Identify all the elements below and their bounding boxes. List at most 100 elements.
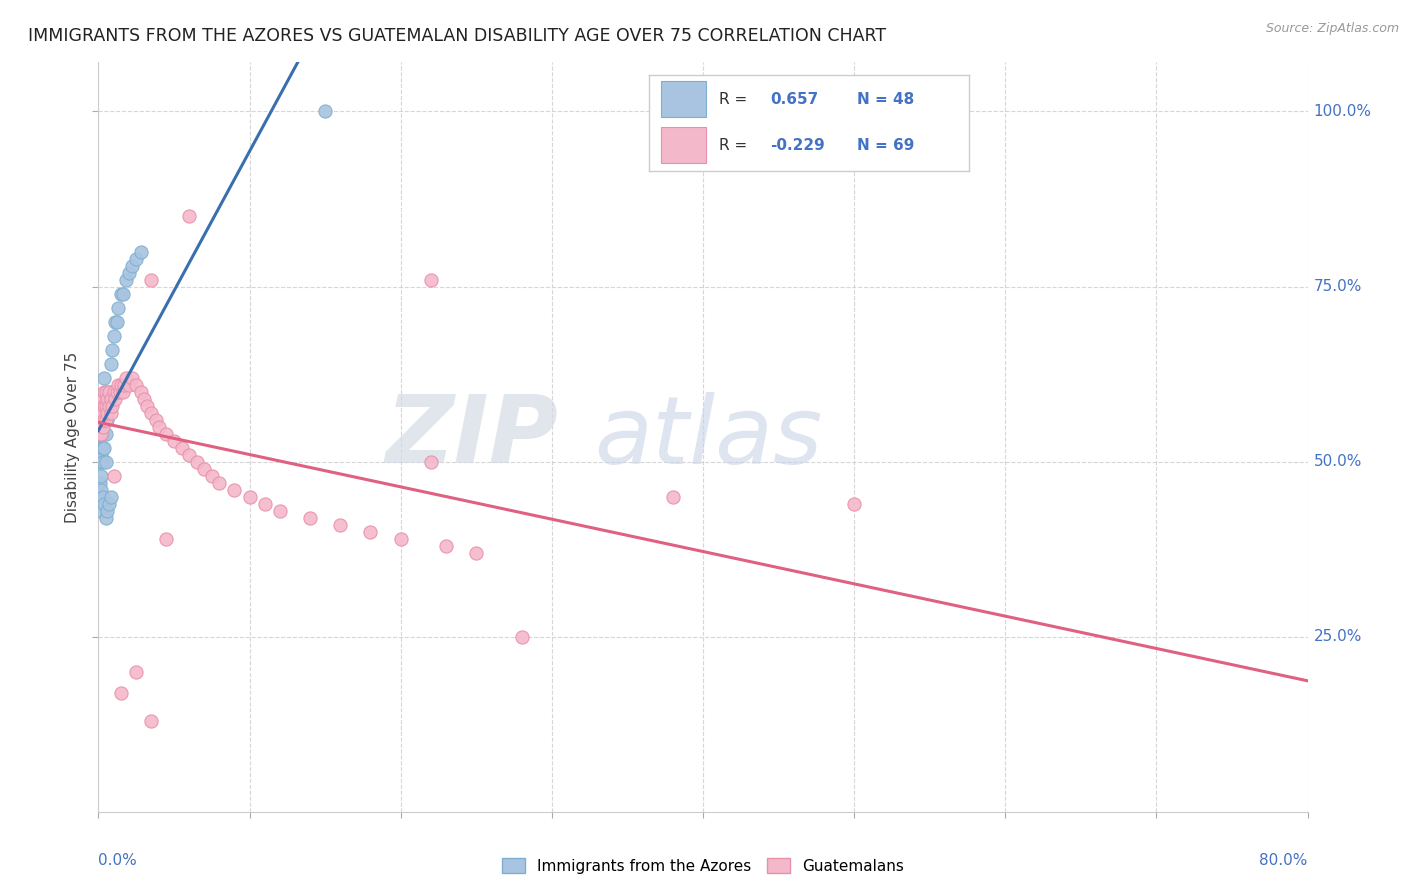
- Point: [129, 244, 152, 259]
- Point: [89, 426, 111, 441]
- Point: [661, 490, 683, 504]
- Point: [121, 370, 143, 384]
- Point: [193, 461, 215, 475]
- Point: [94, 454, 117, 468]
- Point: [89, 454, 111, 468]
- Point: [420, 454, 443, 468]
- Point: [510, 630, 533, 644]
- Point: [201, 468, 224, 483]
- Legend: Immigrants from the Azores, Guatemalans: Immigrants from the Azores, Guatemalans: [496, 852, 910, 880]
- Point: [90, 483, 112, 497]
- Point: [89, 412, 111, 426]
- Point: [96, 399, 118, 413]
- Point: [90, 412, 112, 426]
- Point: [100, 357, 122, 371]
- Point: [93, 384, 115, 399]
- Point: [118, 266, 141, 280]
- Point: [121, 259, 143, 273]
- Point: [125, 377, 148, 392]
- Point: [104, 314, 127, 328]
- Point: [91, 490, 114, 504]
- Point: [90, 399, 112, 413]
- Point: [114, 370, 136, 384]
- Point: [100, 406, 122, 420]
- Point: [125, 252, 148, 266]
- Point: [132, 392, 155, 406]
- Point: [90, 441, 112, 455]
- Point: [111, 384, 134, 399]
- Point: [93, 399, 115, 413]
- Point: [104, 392, 127, 406]
- Point: [155, 426, 177, 441]
- Point: [114, 272, 136, 286]
- Point: [98, 497, 121, 511]
- Text: 75.0%: 75.0%: [1313, 279, 1362, 294]
- Point: [186, 454, 208, 468]
- Text: 0.0%: 0.0%: [98, 853, 138, 868]
- Y-axis label: Disability Age Over 75: Disability Age Over 75: [65, 351, 80, 523]
- Point: [135, 399, 157, 413]
- Point: [208, 475, 231, 490]
- Point: [91, 399, 114, 413]
- Point: [110, 286, 132, 301]
- Point: [148, 419, 170, 434]
- Text: 25.0%: 25.0%: [1313, 629, 1362, 644]
- Point: [96, 406, 118, 420]
- Point: [141, 714, 163, 728]
- Point: [90, 412, 112, 426]
- Text: atlas: atlas: [595, 392, 823, 483]
- Point: [112, 377, 135, 392]
- Point: [269, 503, 291, 517]
- Point: [93, 441, 115, 455]
- Point: [434, 539, 457, 553]
- Point: [89, 475, 111, 490]
- Point: [100, 392, 122, 406]
- Point: [94, 510, 117, 524]
- Point: [103, 468, 125, 483]
- Point: [93, 370, 115, 384]
- Point: [101, 343, 124, 357]
- Point: [145, 412, 167, 426]
- Point: [141, 272, 163, 286]
- Point: [90, 468, 112, 483]
- Text: 50.0%: 50.0%: [1313, 454, 1362, 469]
- Point: [110, 377, 132, 392]
- Point: [103, 328, 125, 343]
- Point: [93, 497, 115, 511]
- Point: [98, 399, 121, 413]
- Point: [100, 490, 122, 504]
- Point: [94, 399, 117, 413]
- Point: [96, 392, 118, 406]
- Point: [91, 454, 114, 468]
- Point: [125, 665, 148, 679]
- Point: [96, 503, 118, 517]
- Point: [163, 434, 186, 448]
- Point: [89, 441, 111, 455]
- Point: [94, 426, 117, 441]
- Point: [94, 412, 117, 426]
- Point: [89, 426, 111, 441]
- Text: 80.0%: 80.0%: [1260, 853, 1308, 868]
- Point: [389, 532, 412, 546]
- Point: [239, 490, 262, 504]
- Text: IMMIGRANTS FROM THE AZORES VS GUATEMALAN DISABILITY AGE OVER 75 CORRELATION CHAR: IMMIGRANTS FROM THE AZORES VS GUATEMALAN…: [28, 27, 886, 45]
- Point: [91, 406, 114, 420]
- Point: [91, 392, 114, 406]
- Point: [91, 441, 114, 455]
- Point: [94, 412, 117, 426]
- Point: [155, 532, 177, 546]
- Point: [103, 384, 125, 399]
- Point: [179, 210, 201, 224]
- Point: [170, 441, 193, 455]
- Point: [90, 426, 112, 441]
- Point: [465, 546, 488, 560]
- Text: Source: ZipAtlas.com: Source: ZipAtlas.com: [1265, 22, 1399, 36]
- Text: 100.0%: 100.0%: [1313, 104, 1372, 119]
- Point: [93, 412, 115, 426]
- Point: [107, 377, 129, 392]
- Point: [98, 384, 121, 399]
- Point: [90, 454, 112, 468]
- Point: [98, 384, 121, 399]
- Point: [107, 301, 129, 315]
- Point: [94, 384, 117, 399]
